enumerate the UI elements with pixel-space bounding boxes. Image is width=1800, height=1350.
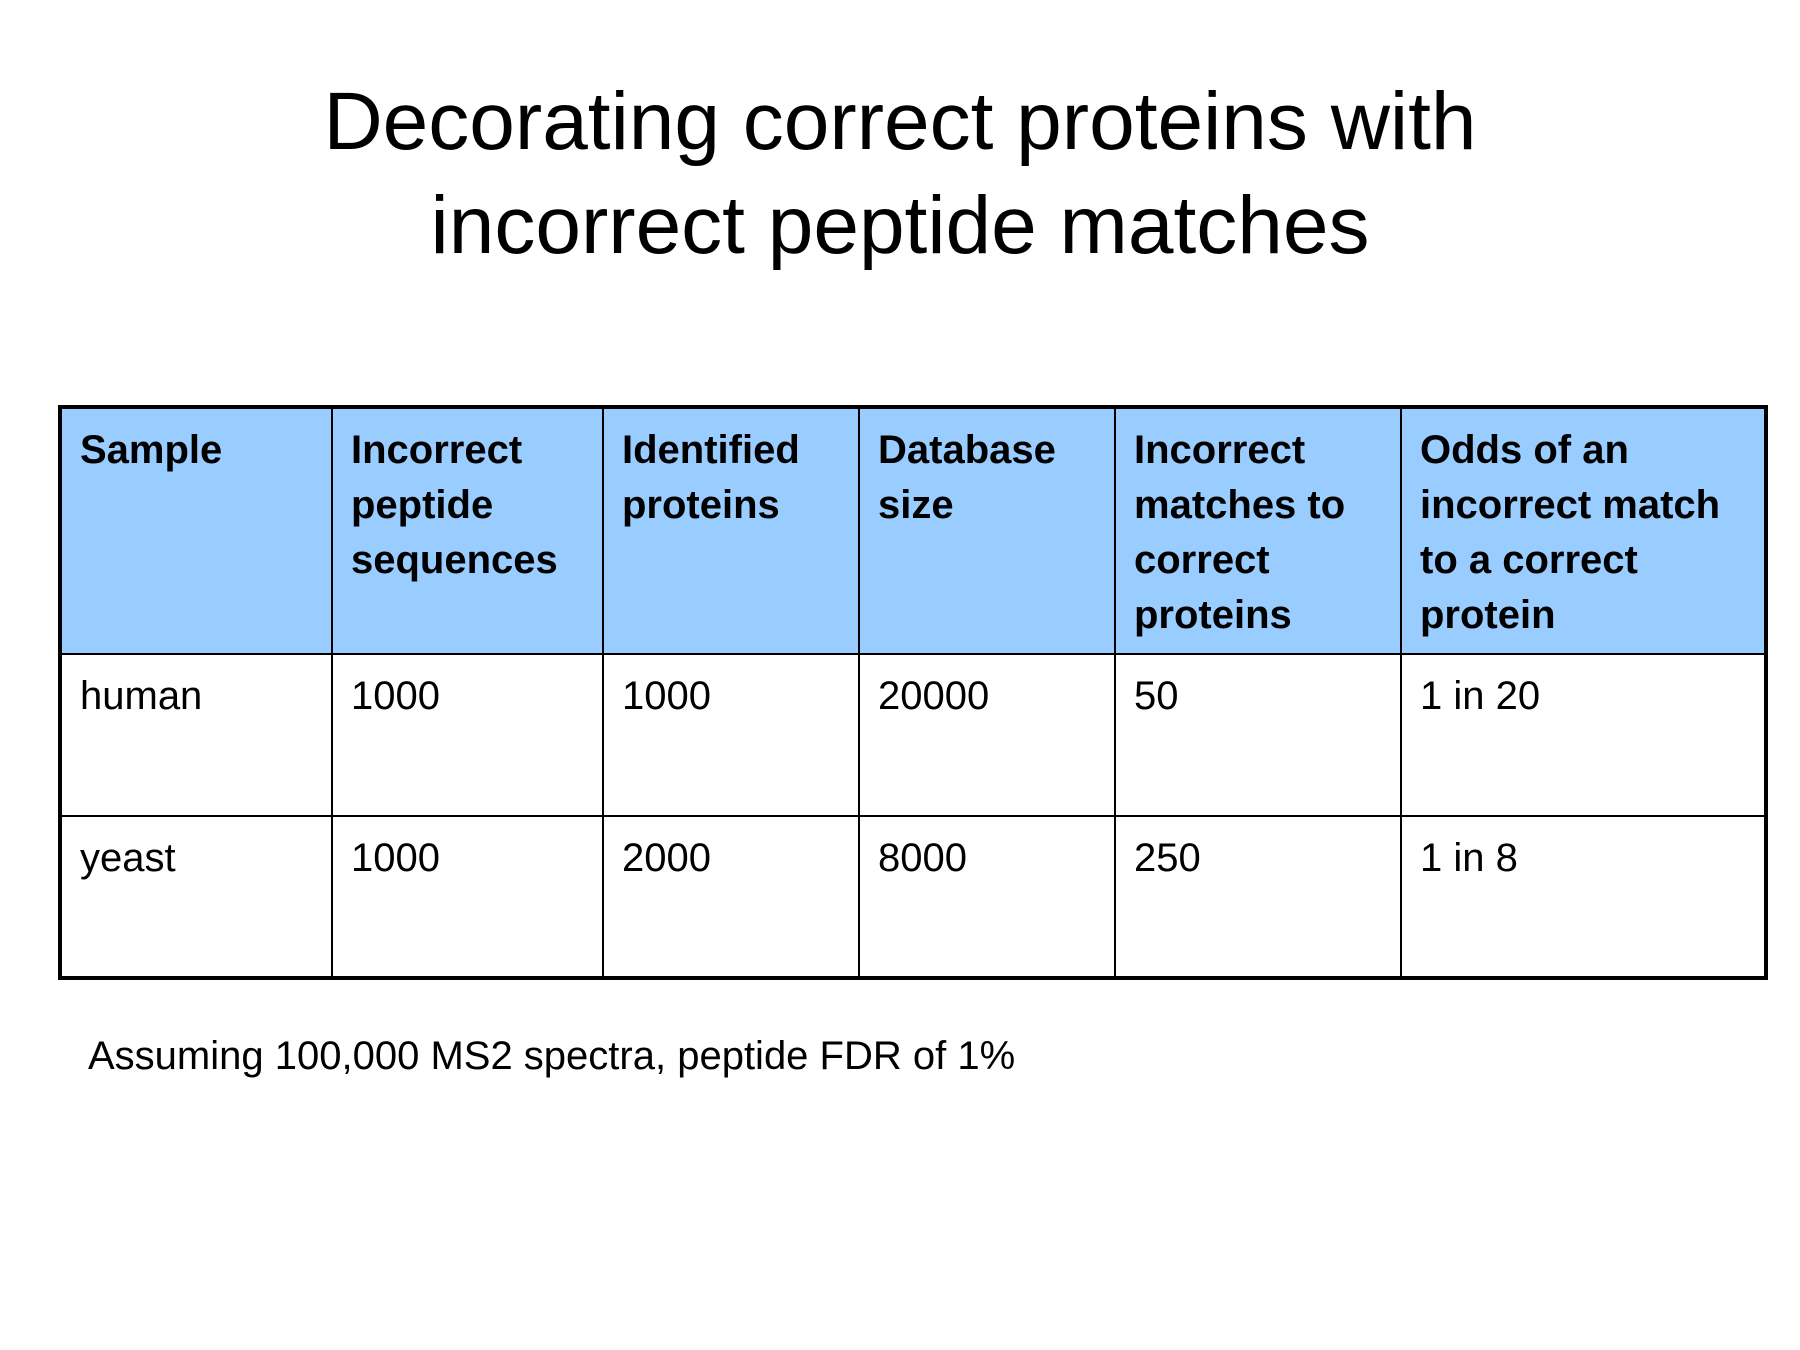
table-row: human 1000 1000 20000 50 1 in 20 (59, 653, 1767, 817)
slide-title-line-1: Decorating correct proteins with (323, 76, 1477, 167)
header-incorrect-peptide-sequences: Incorrect peptide sequences (331, 406, 604, 655)
header-sample: Sample (59, 406, 333, 655)
cell-incorrect-peptide-sequences: 1000 (331, 653, 604, 817)
header-database-size: Database size (858, 406, 1116, 655)
cell-sample: human (59, 653, 333, 817)
header-identified-proteins: Identified proteins (602, 406, 860, 655)
slide-title: Decorating correct proteins with incorre… (0, 70, 1800, 278)
table-row: yeast 1000 2000 8000 250 1 in 8 (59, 815, 1767, 979)
cell-odds: 1 in 20 (1400, 653, 1767, 817)
cell-incorrect-matches: 50 (1114, 653, 1402, 817)
header-odds: Odds of an incorrect match to a correct … (1400, 406, 1767, 655)
cell-database-size: 20000 (858, 653, 1116, 817)
cell-database-size: 8000 (858, 815, 1116, 979)
table-header-row: Sample Incorrect peptide sequences Ident… (59, 406, 1767, 655)
header-incorrect-matches: Incorrect matches to correct proteins (1114, 406, 1402, 655)
results-table: Sample Incorrect peptide sequences Ident… (58, 405, 1768, 980)
cell-sample: yeast (59, 815, 333, 979)
cell-odds: 1 in 8 (1400, 815, 1767, 979)
cell-identified-proteins: 1000 (602, 653, 860, 817)
cell-incorrect-peptide-sequences: 1000 (331, 815, 604, 979)
cell-identified-proteins: 2000 (602, 815, 860, 979)
slide-title-line-2: incorrect peptide matches (430, 180, 1370, 271)
footnote: Assuming 100,000 MS2 spectra, peptide FD… (88, 1034, 1016, 1078)
cell-incorrect-matches: 250 (1114, 815, 1402, 979)
